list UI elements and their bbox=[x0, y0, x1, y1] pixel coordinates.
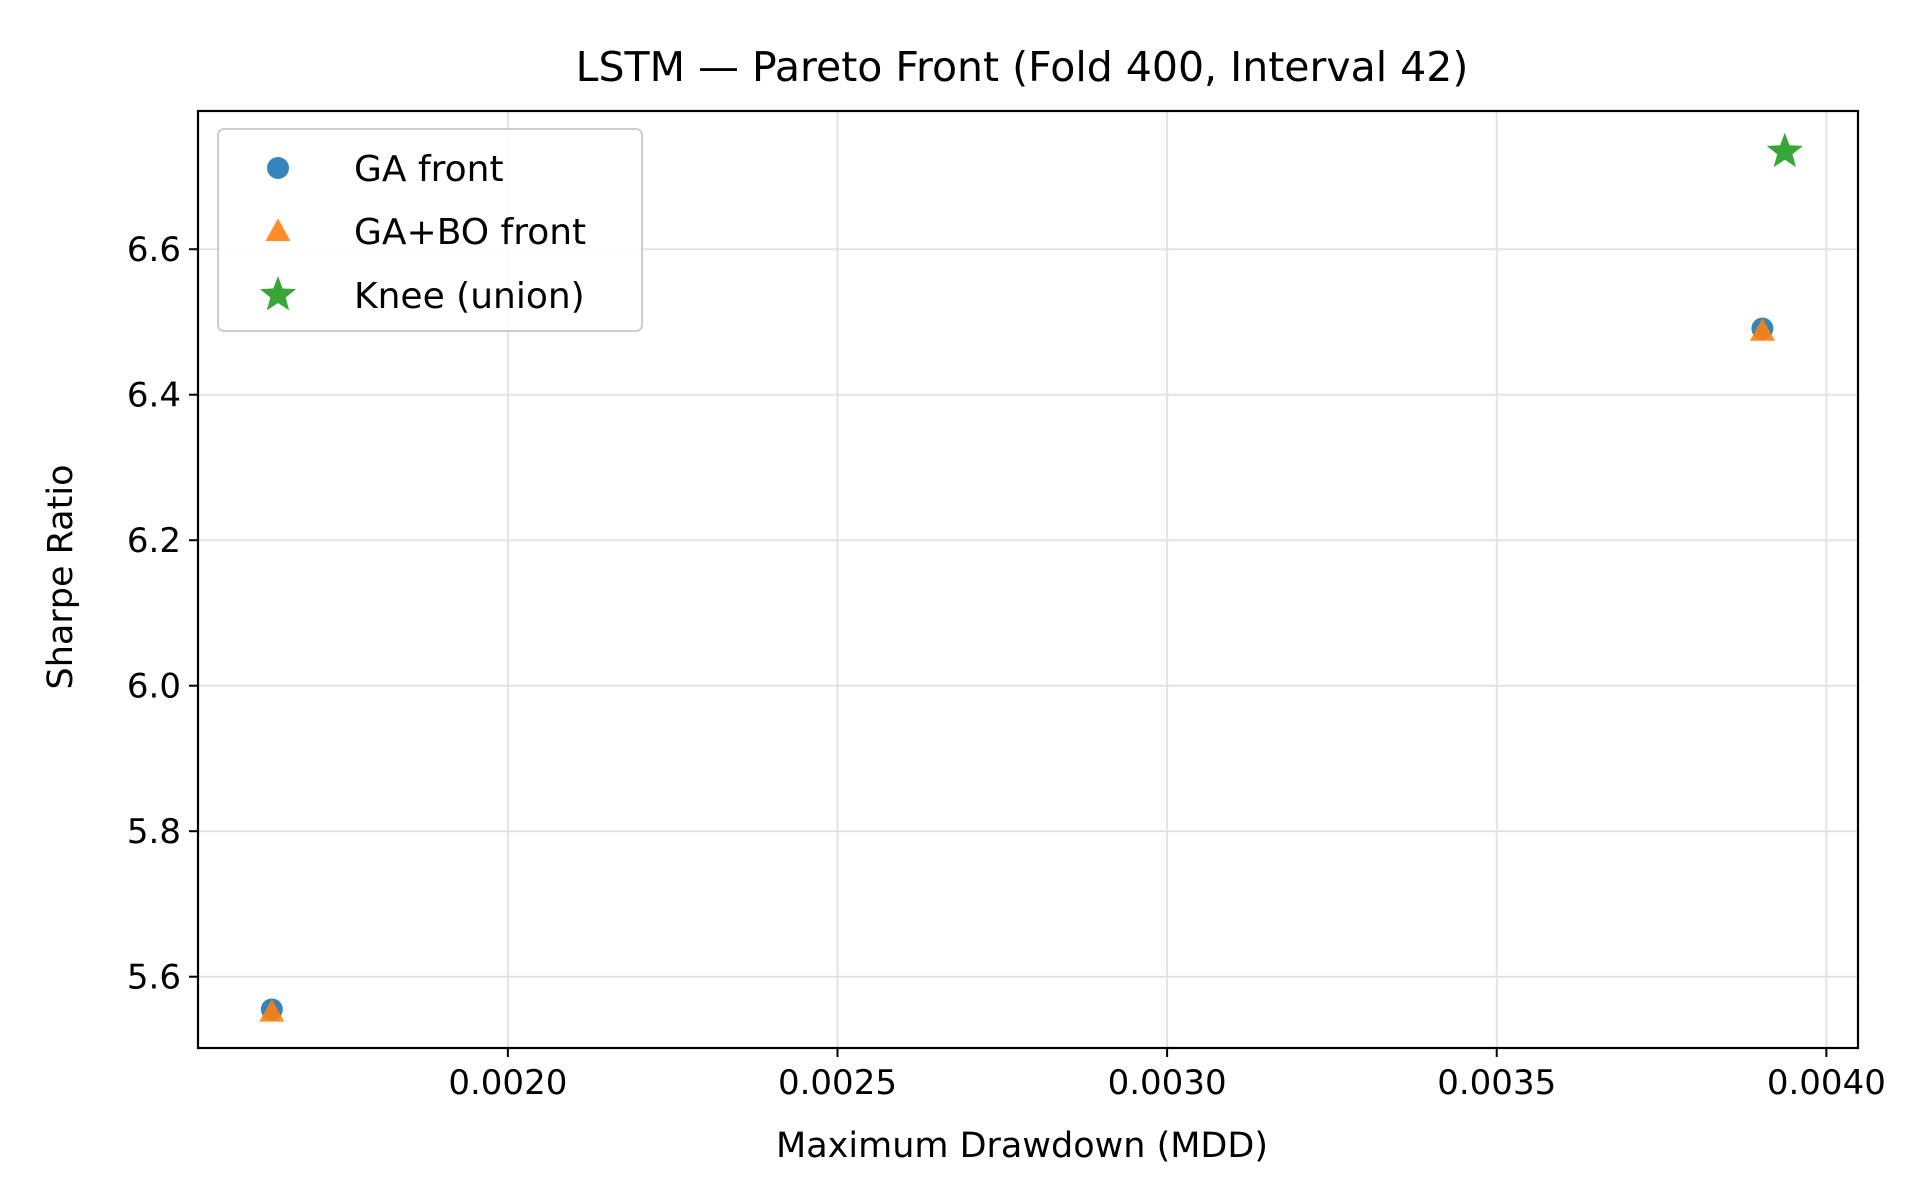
legend-label: Knee (union) bbox=[354, 276, 585, 317]
grid bbox=[198, 111, 1858, 1048]
plot-frame bbox=[196, 109, 1860, 1050]
data-point-triangle bbox=[1749, 318, 1775, 341]
x-tick-label: 0.0040 bbox=[1767, 1063, 1886, 1103]
legend-box bbox=[217, 128, 643, 332]
y-tick-label: 6.6 bbox=[127, 230, 181, 270]
legend-marker-triangle bbox=[265, 218, 291, 241]
series-knee-union bbox=[1766, 132, 1803, 168]
legend-label: GA front bbox=[354, 149, 504, 190]
x-axis-label: Maximum Drawdown (MDD) bbox=[776, 1126, 1268, 1166]
data-point-star bbox=[1766, 132, 1803, 168]
chart-title: LSTM — Pareto Front (Fold 400, Interval … bbox=[576, 43, 1469, 91]
axis-ticks: 0.0020 0.0025 0.0030 0.0035 0.0040 5.6 5.8 6.0 6… bbox=[127, 230, 1886, 1103]
y-tick-label: 5.8 bbox=[127, 812, 181, 852]
series-ga-bo-front bbox=[259, 318, 1775, 1022]
legend-marker-circle bbox=[267, 157, 289, 179]
y-tick-label: 5.6 bbox=[127, 958, 181, 998]
data-point-triangle bbox=[259, 999, 285, 1022]
x-tick-label: 0.0025 bbox=[778, 1063, 897, 1103]
legend: GA front GA+BO front Knee (union) bbox=[217, 128, 643, 332]
y-tick-label: 6.0 bbox=[127, 667, 181, 707]
y-tick-label: 6.2 bbox=[127, 521, 181, 561]
data-points bbox=[259, 132, 1803, 1022]
x-tick-label: 0.0020 bbox=[448, 1063, 567, 1103]
legend-marker-star bbox=[259, 276, 297, 311]
legend-label: GA+BO front bbox=[354, 212, 586, 253]
y-tick-label: 6.4 bbox=[127, 376, 181, 416]
y-axis-label: Sharpe Ratio bbox=[41, 465, 81, 690]
x-tick-label: 0.0030 bbox=[1108, 1063, 1227, 1103]
x-tick-label: 0.0035 bbox=[1437, 1063, 1556, 1103]
